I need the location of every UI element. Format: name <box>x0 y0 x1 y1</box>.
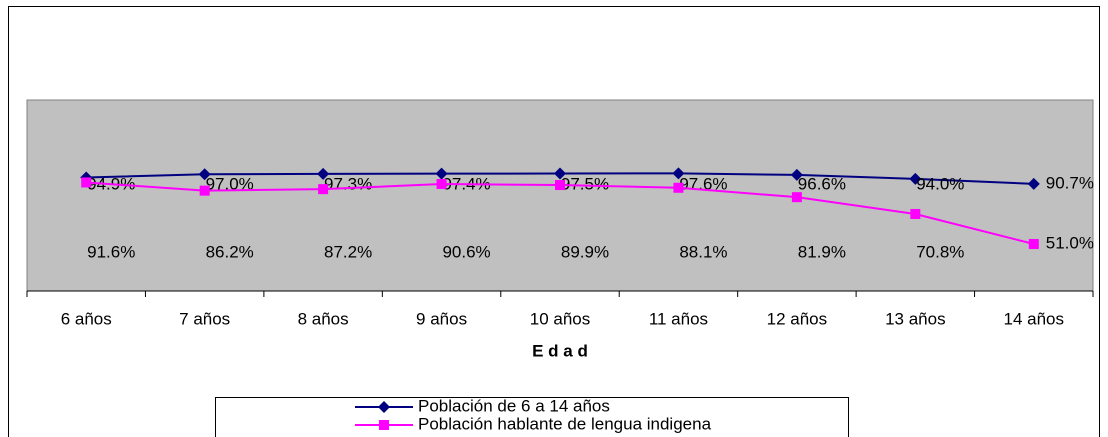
legend <box>215 397 849 437</box>
data-label: 88.1% <box>679 242 727 261</box>
data-label: 86.2% <box>206 242 254 261</box>
point-marker <box>378 401 390 413</box>
x-axis-title: E d a d <box>532 341 588 360</box>
point-marker <box>554 167 566 180</box>
plot-area <box>26 99 1094 292</box>
data-label: 90.7% <box>1046 173 1094 192</box>
legend-label: Población de 6 a 14 años <box>418 396 610 415</box>
x-tick-label: 13 años <box>885 309 946 328</box>
point-marker <box>1028 239 1039 250</box>
x-tick-label: 14 años <box>1004 309 1065 328</box>
data-label: 51.0% <box>1046 233 1094 252</box>
x-tick-label: 10 años <box>530 309 591 328</box>
point-marker <box>435 167 448 180</box>
data-label: 87.2% <box>324 242 372 261</box>
data-label: 81.9% <box>798 242 846 261</box>
data-label: 96.6% <box>798 174 846 193</box>
x-tick-label: 6 años <box>61 309 112 328</box>
point-marker <box>910 208 921 219</box>
data-label: 94.0% <box>916 174 964 193</box>
point-marker <box>81 177 92 188</box>
x-tick-label: 7 años <box>179 309 230 328</box>
legend-label: Población hablante de lengua indigena <box>418 414 712 433</box>
x-tick-label: 8 años <box>298 309 349 328</box>
point-marker <box>909 172 922 185</box>
x-tick-label: 11 años <box>649 309 708 328</box>
point-marker <box>198 168 211 181</box>
point-marker <box>791 192 802 203</box>
x-tick-label: 12 años <box>767 309 828 328</box>
data-label: 97.0% <box>206 174 254 193</box>
point-marker <box>555 180 565 191</box>
data-label: 89.9% <box>561 242 609 261</box>
data-label: 97.5% <box>561 174 609 193</box>
data-label: 91.6% <box>87 242 135 261</box>
point-marker <box>790 168 803 181</box>
point-marker <box>436 178 447 189</box>
data-label: 70.8% <box>916 242 964 261</box>
data-label: 90.6% <box>442 242 490 261</box>
x-tick-label: 9 años <box>416 309 467 328</box>
point-marker <box>379 420 389 430</box>
point-marker <box>199 185 210 196</box>
point-marker <box>673 182 684 193</box>
point-marker <box>317 167 330 180</box>
point-marker <box>1027 177 1040 190</box>
point-marker <box>318 184 329 195</box>
point-marker <box>672 167 685 180</box>
data-label: 97.3% <box>324 174 372 193</box>
